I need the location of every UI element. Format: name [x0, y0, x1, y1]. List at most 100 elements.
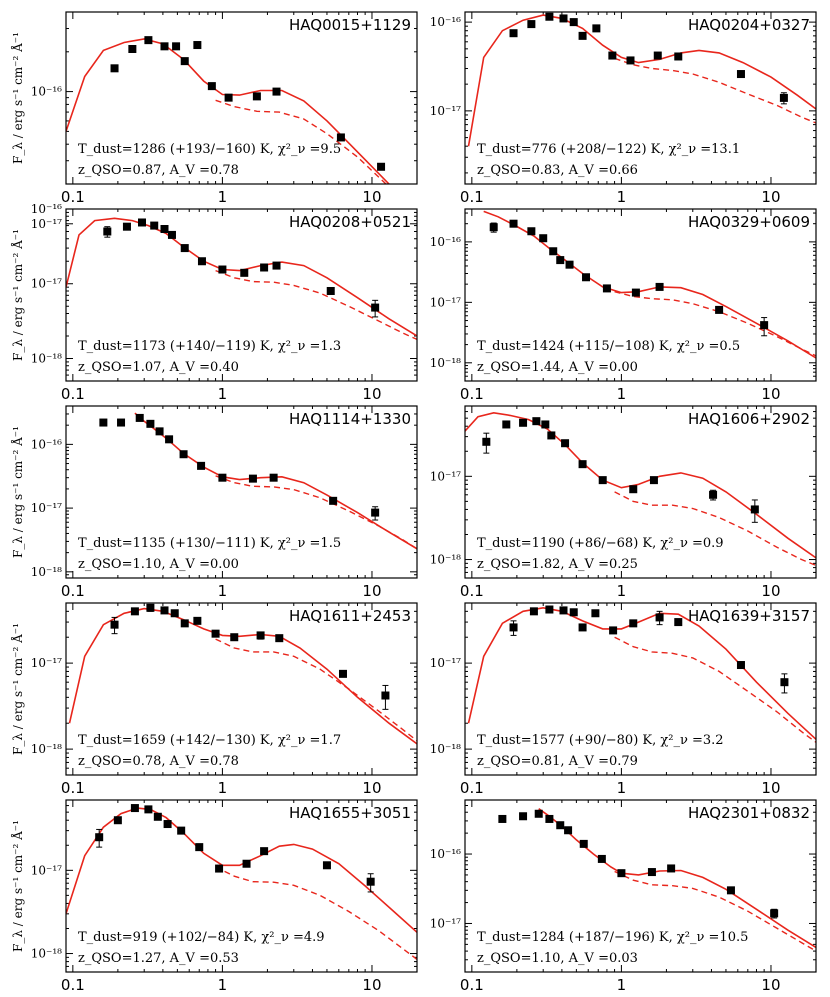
panel-HAQ2301+0832: 0.1 1 10 10⁻¹⁶ 10⁻¹⁷ HAQ2301+0832 T_dust=1284 … — [430, 799, 817, 994]
panel-frame — [464, 11, 817, 185]
data-point — [556, 821, 565, 830]
data-point — [715, 305, 724, 314]
x-tick-label: 0.1 — [61, 779, 85, 797]
data-point — [110, 620, 119, 629]
panel-frame — [464, 208, 817, 382]
data-point — [579, 839, 588, 848]
panel-frame — [464, 602, 817, 776]
model-curve-no-hot-dust — [215, 866, 417, 960]
data-point — [224, 93, 233, 102]
data-point — [248, 474, 257, 483]
y-tick-label: 10⁻¹⁷ — [31, 277, 62, 291]
data-point — [170, 609, 179, 618]
data-point — [509, 623, 518, 632]
y-tick-label: 10⁻¹⁶ — [430, 235, 461, 249]
y-tick-label: 10⁻¹⁸ — [31, 565, 62, 579]
data-point — [269, 473, 278, 482]
panel-HAQ0329+0609: 0.1 1 10 10⁻¹⁶ 10⁻¹⁷ 10⁻¹⁸ HAQ0329+0609 T_dust=… — [430, 208, 817, 403]
model-curve-total — [66, 807, 417, 933]
data-point — [218, 473, 227, 482]
data-point — [609, 626, 618, 635]
panel-frame — [464, 799, 817, 973]
annotation-dust: T_dust=919 (+102/−84) K, χ²_ν =4.9 — [78, 930, 325, 945]
panel-frame — [65, 799, 418, 973]
data-point — [195, 843, 204, 852]
x-tick-label: 10 — [362, 188, 381, 206]
y-tick-label: 10⁻¹⁶ — [31, 202, 62, 216]
data-point — [527, 227, 536, 236]
data-point — [150, 221, 159, 230]
data-point — [326, 286, 335, 295]
data-point — [218, 265, 227, 274]
data-point — [519, 418, 528, 427]
data-point — [750, 505, 759, 514]
data-point — [197, 461, 206, 470]
annotation-dust: T_dust=1577 (+90/−80) K, χ²_ν =3.2 — [477, 733, 724, 748]
annotation-dust: T_dust=1135 (+130/−111) K, χ²_ν =1.5 — [78, 536, 341, 551]
data-point — [674, 52, 683, 61]
annotation-redshift: z_QSO=0.87, A_V =0.78 — [78, 163, 239, 178]
x-tick-label: 10 — [362, 582, 381, 600]
y-tick-label: 10⁻¹⁷ — [31, 656, 62, 670]
data-point — [564, 826, 573, 835]
model-curve-no-hot-dust — [614, 57, 816, 124]
data-point — [138, 218, 147, 227]
x-tick-label: 1 — [617, 582, 627, 600]
data-point — [272, 261, 281, 270]
data-point — [631, 288, 640, 297]
data-point — [649, 476, 658, 485]
data-point — [549, 247, 558, 256]
data-point — [602, 284, 611, 293]
data-point — [529, 607, 538, 616]
data-point — [667, 864, 676, 873]
y-axis-label: F_λ / erg s⁻¹ cm⁻² Å⁻¹ — [10, 820, 25, 952]
data-point — [377, 162, 386, 171]
x-tick-label: 1 — [617, 976, 627, 994]
y-tick-label: 10⁻¹⁷ — [31, 863, 62, 877]
y-tick-label: 10⁻¹⁷ — [430, 656, 461, 670]
data-point — [597, 854, 606, 863]
annotation-redshift: z_QSO=1.10, A_V =0.03 — [477, 951, 638, 966]
data-point — [338, 669, 347, 678]
model-curve-no-hot-dust — [614, 870, 816, 952]
y-tick-label: 10⁻¹⁶ — [430, 15, 461, 29]
x-tick-label: 1 — [218, 779, 228, 797]
data-point — [655, 282, 664, 291]
data-point — [626, 56, 635, 65]
data-point — [655, 613, 664, 622]
data-point — [569, 608, 578, 617]
x-tick-label: 0.1 — [460, 188, 484, 206]
data-point — [498, 814, 507, 823]
y-tick-label: 10⁻¹⁶ — [31, 437, 62, 451]
data-point — [534, 809, 543, 818]
data-point — [547, 431, 556, 440]
x-tick-label: 1 — [218, 582, 228, 600]
panel-title: HAQ0329+0609 — [688, 213, 810, 231]
panel-HAQ1639+3157: 0.1 1 10 10⁻¹⁷ 10⁻¹⁸ HAQ1639+3157 T_dust=1577 … — [430, 602, 817, 797]
data-point — [653, 51, 662, 60]
data-point — [336, 133, 345, 142]
model-curve-no-hot-dust — [614, 491, 816, 567]
annotation-dust: T_dust=1659 (+142/−130) K, χ²_ν =1.7 — [78, 733, 341, 748]
data-point — [260, 263, 269, 272]
data-point — [180, 244, 189, 253]
y-axis-label: F_λ / erg s⁻¹ cm⁻² Å⁻¹ — [10, 229, 25, 361]
data-point — [197, 257, 206, 266]
y-tick-label: 10⁻¹⁶ — [430, 847, 461, 861]
data-point — [532, 417, 541, 426]
data-point — [591, 609, 600, 618]
data-point — [130, 607, 139, 616]
data-point — [674, 618, 683, 627]
y-tick-label: 10⁻¹⁷ — [430, 916, 461, 930]
x-tick-label: 1 — [218, 188, 228, 206]
data-point — [559, 14, 568, 23]
data-point — [99, 418, 108, 427]
data-point — [95, 833, 104, 842]
panel-HAQ1606+2902: 0.1 1 10 10⁻¹⁷ 10⁻¹⁸ HAQ1606+2902 T_dust=1190 … — [430, 405, 817, 600]
model-curve-total — [68, 607, 417, 745]
model-curve-no-hot-dust — [215, 638, 417, 742]
data-point — [144, 36, 153, 45]
y-tick-label: 10⁻¹⁶ — [31, 85, 62, 99]
annotation-dust: T_dust=1284 (+187/−196) K, χ²_ν =10.5 — [477, 930, 748, 945]
annotation-redshift: z_QSO=1.27, A_V =0.53 — [78, 951, 239, 966]
